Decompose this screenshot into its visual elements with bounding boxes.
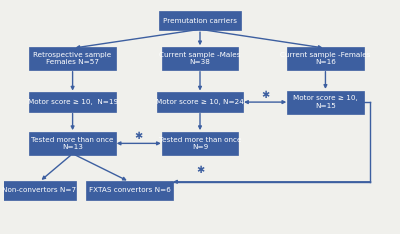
Text: Non-convertors N=7: Non-convertors N=7 xyxy=(2,187,76,193)
Text: Motor score ≥ 10,
N=15: Motor score ≥ 10, N=15 xyxy=(293,95,358,109)
Text: Motor score ≥ 10, N=24: Motor score ≥ 10, N=24 xyxy=(156,99,244,105)
Text: Tested more than once
N=13: Tested more than once N=13 xyxy=(31,137,114,150)
Text: Motor score ≥ 10,  N=19: Motor score ≥ 10, N=19 xyxy=(28,99,118,105)
FancyBboxPatch shape xyxy=(162,132,238,155)
Text: Retrospective sample
Females N=57: Retrospective sample Females N=57 xyxy=(34,52,112,65)
Text: ✱: ✱ xyxy=(135,132,143,142)
Text: Current sample -Males
N=38: Current sample -Males N=38 xyxy=(159,52,241,65)
Text: Tested more than once
N=9: Tested more than once N=9 xyxy=(159,137,241,150)
Text: Current sample -Females
N=16: Current sample -Females N=16 xyxy=(280,52,371,65)
FancyBboxPatch shape xyxy=(30,47,116,70)
FancyBboxPatch shape xyxy=(287,47,364,70)
FancyBboxPatch shape xyxy=(3,181,76,200)
FancyBboxPatch shape xyxy=(30,92,116,112)
FancyBboxPatch shape xyxy=(157,92,243,112)
FancyBboxPatch shape xyxy=(30,132,116,155)
Text: FXTAS convertors N=6: FXTAS convertors N=6 xyxy=(88,187,170,193)
Text: Premutation carriers: Premutation carriers xyxy=(163,18,237,24)
Text: ✱: ✱ xyxy=(196,165,204,175)
FancyBboxPatch shape xyxy=(86,181,172,200)
Text: ✱: ✱ xyxy=(261,90,269,100)
FancyBboxPatch shape xyxy=(159,11,241,30)
FancyBboxPatch shape xyxy=(287,91,364,113)
FancyBboxPatch shape xyxy=(162,47,238,70)
